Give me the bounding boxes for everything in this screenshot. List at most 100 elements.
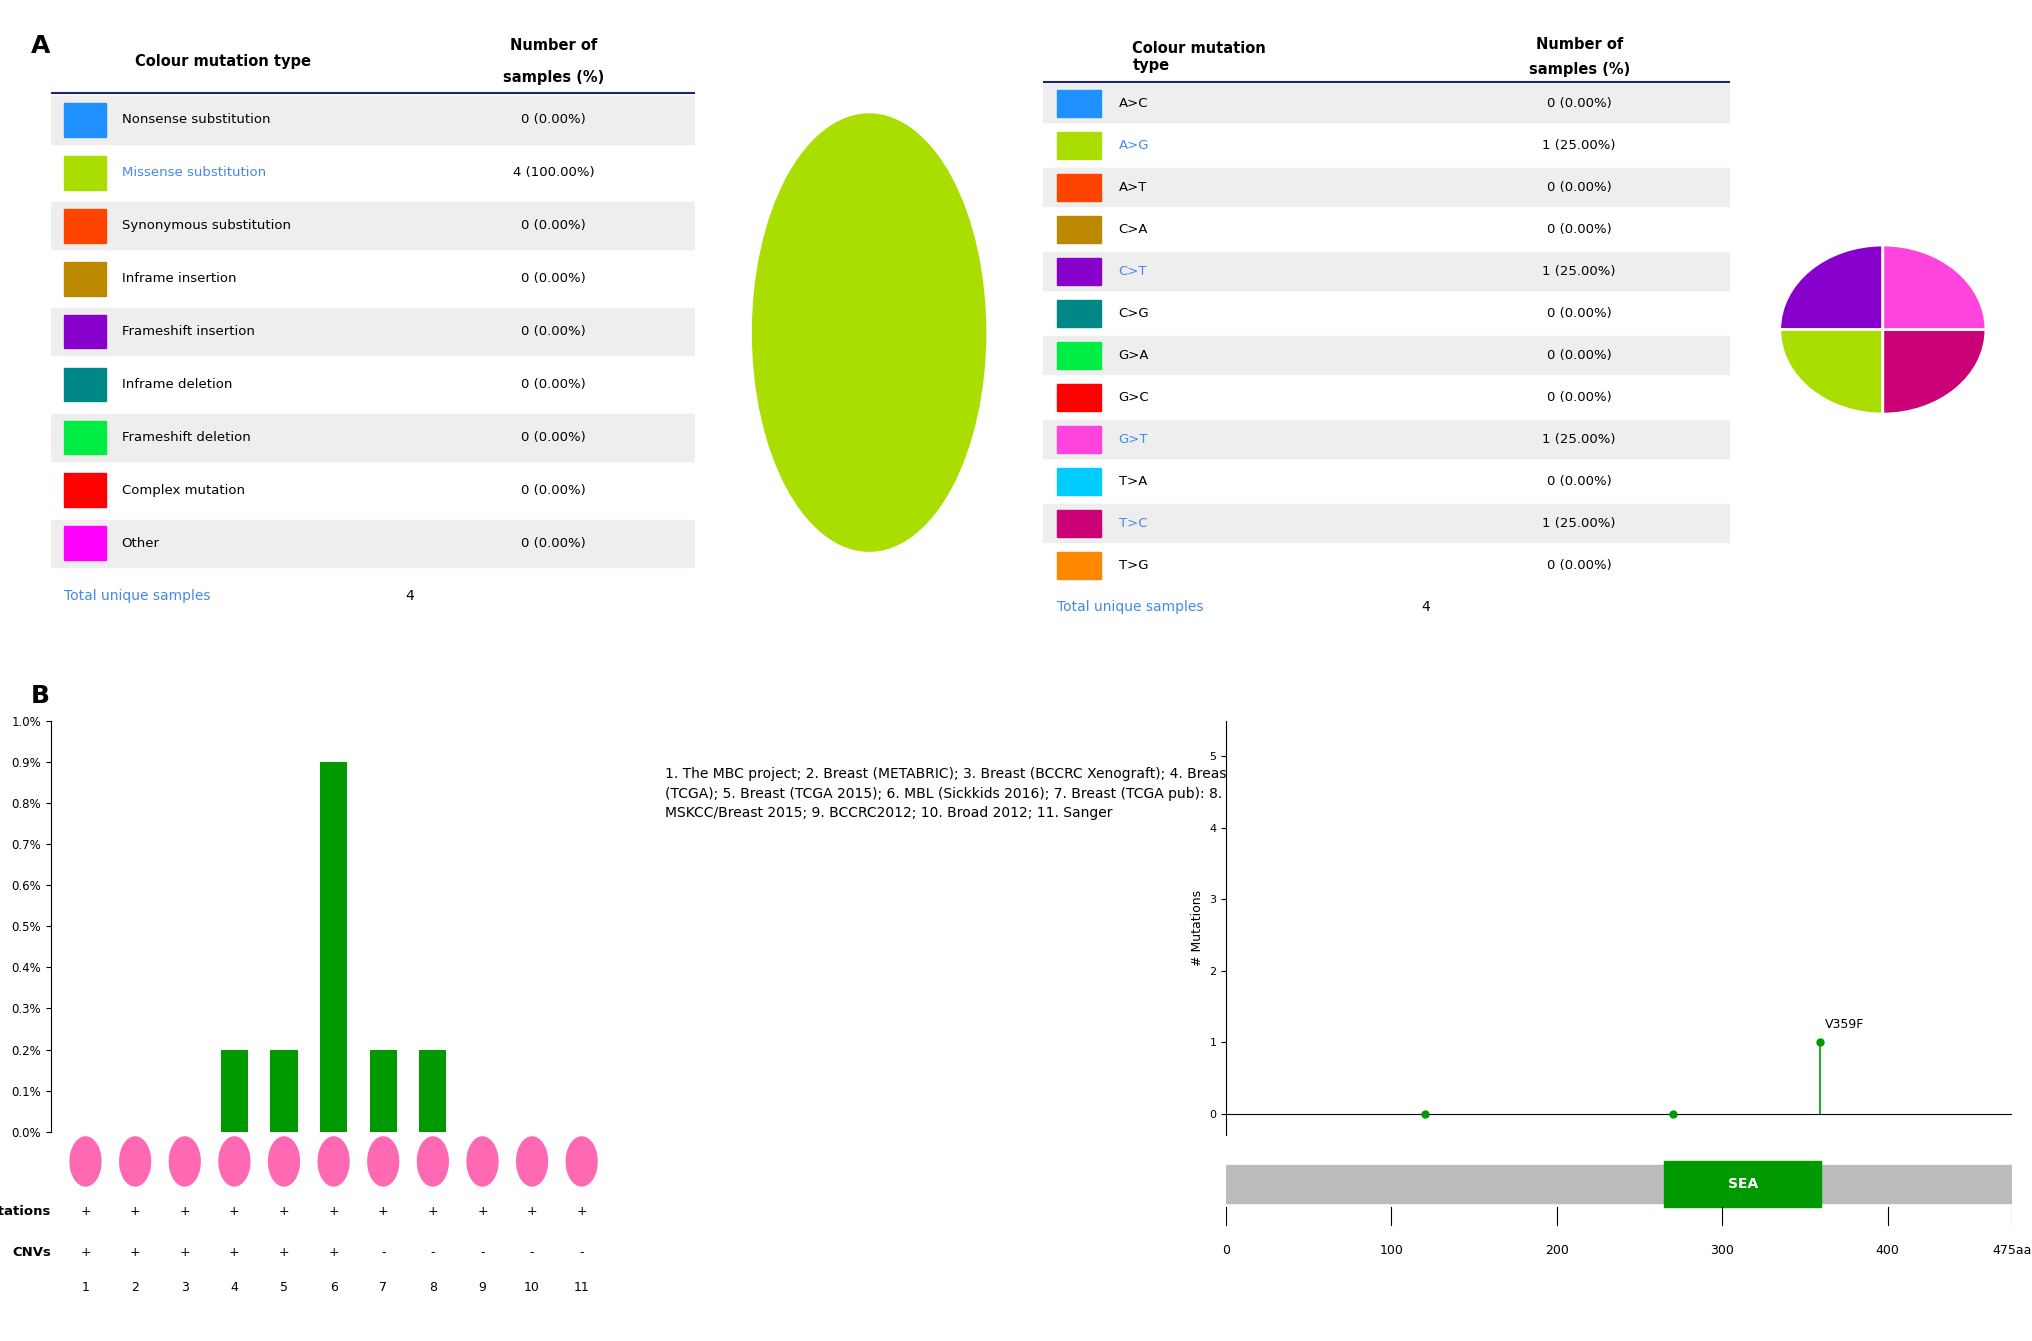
Text: 0 (0.00%): 0 (0.00%) — [520, 272, 585, 286]
Text: Number of: Number of — [510, 38, 597, 54]
Bar — [63, 261, 106, 295]
Text: +: + — [179, 1246, 191, 1259]
Text: 4: 4 — [1420, 601, 1431, 614]
Ellipse shape — [120, 1136, 150, 1187]
Text: 0 (0.00%): 0 (0.00%) — [1546, 390, 1611, 404]
Text: 0 (0.00%): 0 (0.00%) — [520, 325, 585, 338]
Text: Colour mutation type: Colour mutation type — [134, 54, 311, 68]
Text: 6: 6 — [329, 1281, 337, 1294]
Ellipse shape — [169, 1136, 201, 1187]
Text: +: + — [378, 1206, 388, 1218]
Bar — [270, 1050, 297, 1132]
Bar — [63, 527, 106, 561]
Ellipse shape — [317, 1136, 350, 1187]
Text: 1. The MBC project; 2. Breast (METABRIC); 3. Breast (BCCRC Xenograft); 4. Breast: 1. The MBC project; 2. Breast (METABRIC)… — [664, 767, 1231, 821]
Text: C>G: C>G — [1120, 307, 1150, 319]
Bar — [63, 367, 106, 401]
Bar — [51, 307, 695, 355]
Text: 0 (0.00%): 0 (0.00%) — [1546, 307, 1611, 319]
Text: 300: 300 — [1711, 1244, 1733, 1258]
Text: 11: 11 — [573, 1281, 589, 1294]
Bar — [1057, 384, 1101, 410]
Text: Total unique samples: Total unique samples — [63, 589, 209, 603]
Ellipse shape — [752, 114, 986, 552]
Bar — [319, 762, 347, 1132]
Text: 0 (0.00%): 0 (0.00%) — [1546, 97, 1611, 110]
Text: A: A — [30, 34, 51, 58]
Text: +: + — [478, 1206, 488, 1218]
Ellipse shape — [516, 1136, 549, 1187]
Text: 0 (0.00%): 0 (0.00%) — [520, 113, 585, 126]
Text: 1 (25.00%): 1 (25.00%) — [1542, 516, 1615, 530]
Bar — [1042, 420, 1731, 459]
Text: +: + — [79, 1206, 91, 1218]
Text: 0 (0.00%): 0 (0.00%) — [1546, 181, 1611, 193]
Ellipse shape — [368, 1136, 400, 1187]
Bar — [1042, 252, 1731, 290]
Bar — [51, 201, 695, 249]
Bar — [1057, 90, 1101, 117]
Bar — [1057, 131, 1101, 158]
Bar — [1042, 337, 1731, 374]
Bar — [63, 156, 106, 189]
Text: Missense substitution: Missense substitution — [122, 166, 266, 180]
Text: 0 (0.00%): 0 (0.00%) — [1546, 349, 1611, 362]
Text: Frameshift insertion: Frameshift insertion — [122, 325, 254, 338]
Bar — [419, 1050, 447, 1132]
Text: 1: 1 — [81, 1281, 89, 1294]
Bar — [1057, 552, 1101, 579]
Bar — [370, 1050, 396, 1132]
Point — [1804, 1031, 1837, 1053]
Text: -: - — [431, 1246, 435, 1259]
Text: 0 (0.00%): 0 (0.00%) — [520, 430, 585, 444]
Text: T>C: T>C — [1120, 516, 1148, 530]
Text: T>G: T>G — [1120, 559, 1148, 571]
Bar — [1042, 169, 1731, 207]
Text: 0 (0.00%): 0 (0.00%) — [520, 378, 585, 392]
Text: CNVs: CNVs — [12, 1246, 51, 1259]
Text: +: + — [329, 1206, 339, 1218]
Text: G>A: G>A — [1120, 349, 1150, 362]
Text: 200: 200 — [1544, 1244, 1569, 1258]
Y-axis label: # Mutations: # Mutations — [1191, 890, 1203, 966]
Bar — [63, 473, 106, 507]
Text: C>A: C>A — [1120, 223, 1148, 236]
Text: 4 (100.00%): 4 (100.00%) — [512, 166, 593, 180]
Text: 4: 4 — [404, 589, 415, 603]
Text: samples (%): samples (%) — [1528, 62, 1630, 78]
Text: Synonymous substitution: Synonymous substitution — [122, 219, 291, 232]
Text: +: + — [230, 1246, 240, 1259]
Text: C>T: C>T — [1120, 264, 1148, 278]
Text: Frameshift deletion: Frameshift deletion — [122, 430, 250, 444]
Text: +: + — [130, 1206, 140, 1218]
Bar — [1057, 342, 1101, 369]
Text: 1 (25.00%): 1 (25.00%) — [1542, 138, 1615, 152]
Text: B: B — [30, 684, 49, 708]
Ellipse shape — [417, 1136, 449, 1187]
Bar — [63, 315, 106, 349]
Text: +: + — [329, 1246, 339, 1259]
Text: V359F: V359F — [1825, 1018, 1863, 1031]
Text: 0 (0.00%): 0 (0.00%) — [520, 484, 585, 498]
Text: Mutations: Mutations — [0, 1206, 51, 1218]
Bar — [63, 209, 106, 243]
Ellipse shape — [565, 1136, 597, 1187]
Bar — [1664, 1161, 1821, 1207]
Bar — [1057, 510, 1101, 536]
Text: A>C: A>C — [1120, 97, 1148, 110]
Text: G>C: G>C — [1120, 390, 1150, 404]
Text: A>G: A>G — [1120, 138, 1150, 152]
Bar — [51, 413, 695, 461]
Text: +: + — [278, 1206, 289, 1218]
Bar — [1057, 468, 1101, 495]
Text: A>T: A>T — [1120, 181, 1146, 193]
Bar — [1225, 1165, 2012, 1203]
Text: 10: 10 — [524, 1281, 541, 1294]
Text: +: + — [130, 1246, 140, 1259]
Text: SEA: SEA — [1727, 1177, 1758, 1191]
Bar — [1042, 84, 1731, 122]
Text: -: - — [579, 1246, 583, 1259]
Text: 9: 9 — [478, 1281, 486, 1294]
Text: +: + — [230, 1206, 240, 1218]
Text: +: + — [577, 1206, 587, 1218]
